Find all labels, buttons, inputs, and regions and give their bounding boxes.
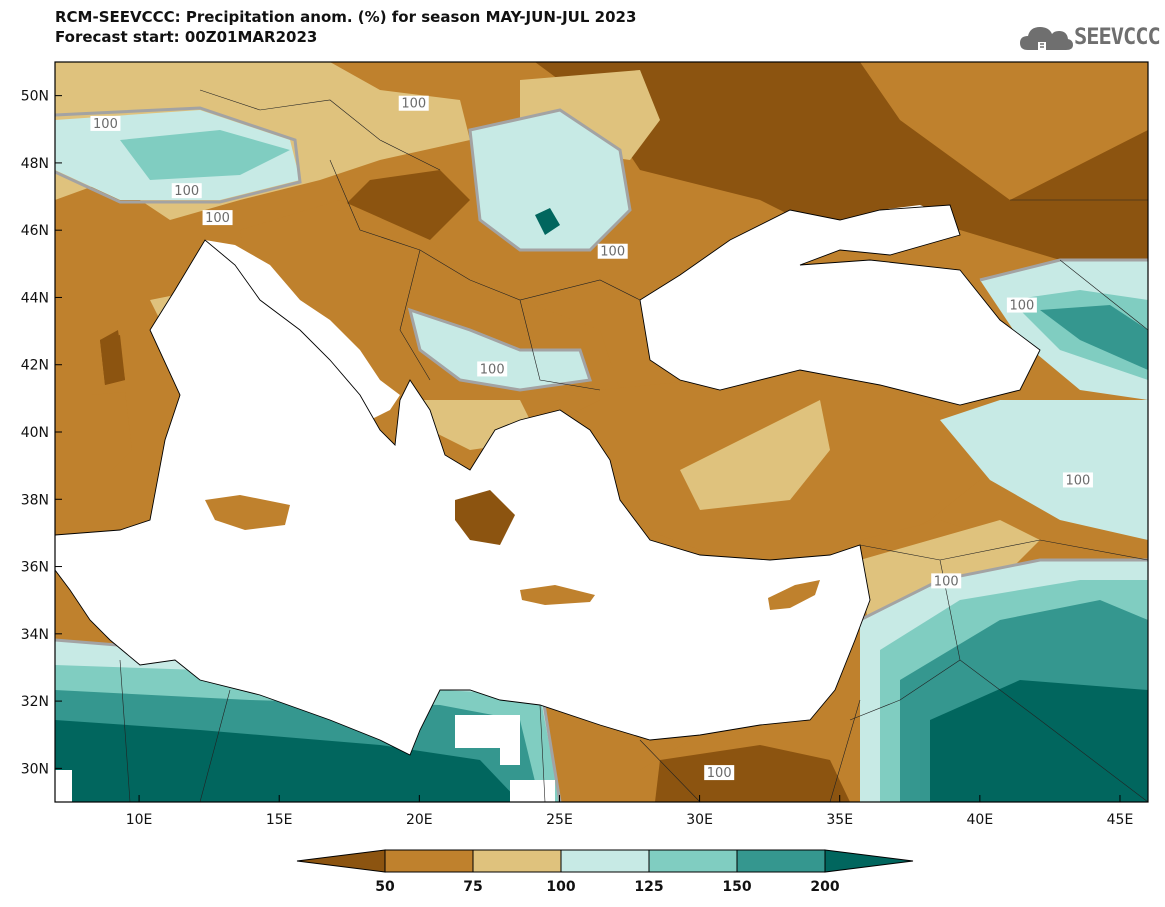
field-high-east <box>940 400 1148 540</box>
island-corsica <box>100 335 125 385</box>
contour-label-bg <box>477 361 508 377</box>
mediterranean-sea <box>55 62 870 755</box>
contour-label: 100 <box>174 184 199 199</box>
coastline-black-sea <box>639 204 1041 406</box>
lat-tick-label: 40N <box>21 425 49 441</box>
field-xxhigh-libya <box>55 720 520 802</box>
contour-label: 100 <box>93 117 118 132</box>
lon-tick-label: 15E <box>266 812 293 828</box>
cloud-logo-icon <box>1020 27 1073 50</box>
contour-100-carpathian <box>468 108 632 252</box>
axis-ticks: 10E 15E 20E 25E 30E 35E 40E 45E 30N 32N 34N 36N 38N 4… <box>21 89 1134 828</box>
contour-100-alps <box>55 106 302 204</box>
field-xhigh-caucasus <box>1040 305 1148 370</box>
adriatic-sea <box>205 240 400 420</box>
lat-tick-label: 36N <box>21 560 49 576</box>
contour-100-levant <box>859 558 1148 622</box>
contour-label: 100 <box>205 211 230 226</box>
colorbar-extend-low <box>296 849 386 873</box>
island-cyprus <box>768 580 820 610</box>
masked-cell-egypt <box>510 780 555 802</box>
colorbar-label: 200 <box>810 879 839 895</box>
contour-label: 100 <box>934 574 959 589</box>
colorbar-label: 100 <box>546 879 575 895</box>
sea-of-azov <box>840 205 945 250</box>
field-vhigh-alps <box>120 130 290 180</box>
colorbar-bin <box>472 849 562 873</box>
lon-tick-label: 30E <box>686 812 713 828</box>
masked-cell-libya <box>455 715 520 765</box>
colorbar-extend-high <box>824 849 914 873</box>
contour-label-bg <box>90 115 121 131</box>
lat-tick-label: 44N <box>21 290 49 306</box>
contour-label-bg <box>931 573 962 589</box>
contour-label-bg <box>171 183 202 199</box>
lon-tick-label: 10E <box>126 812 153 828</box>
contour-label: 100 <box>1009 299 1034 314</box>
contour-label: 100 <box>401 97 426 112</box>
field-xxhigh-carpathian <box>535 208 560 235</box>
contour-label-bg <box>704 765 735 781</box>
colorbar-label: 75 <box>463 879 482 895</box>
peloponnese <box>455 490 515 545</box>
colorbar-label: 150 <box>722 879 751 895</box>
coastline-med <box>55 239 871 756</box>
logo-text: SEEVCCC <box>1074 25 1161 50</box>
contour-label: 100 <box>600 245 625 260</box>
map-fields <box>55 62 1148 802</box>
island-sardinia <box>92 392 132 470</box>
colorbar-bin <box>384 849 474 873</box>
lat-tick-label: 42N <box>21 358 49 374</box>
contour-label-bg <box>202 210 233 226</box>
island-crete <box>520 585 595 605</box>
island-sicily <box>205 495 290 530</box>
lat-tick-label: 48N <box>21 156 49 172</box>
lat-tick-label: 50N <box>21 89 49 105</box>
colorbar: 50 75 100 125 150 200 <box>296 849 914 895</box>
lat-tick-label: 34N <box>21 627 49 643</box>
colorbar-bin <box>736 849 826 873</box>
forecast-start: Forecast start: 00Z01MAR2023 <box>55 28 318 46</box>
contour-labels: 100 100 100 100 100 100 100 100 100 100 <box>90 95 1093 781</box>
field-xxhigh-levant <box>930 680 1148 802</box>
lon-tick-label: 20E <box>406 812 433 828</box>
contour-label: 100 <box>707 766 732 781</box>
contour-label: 100 <box>1066 473 1091 488</box>
field-high-carpathian <box>470 110 630 250</box>
contour-100-serbia <box>407 307 592 392</box>
contour-label-bg <box>398 95 429 111</box>
field-high-serbia <box>410 310 590 390</box>
contour-label-bg <box>1006 297 1037 313</box>
contour-label: 100 <box>480 362 505 377</box>
field-mid-anatolia <box>680 400 830 510</box>
colorbar-label: 125 <box>634 879 663 895</box>
field-vlow-egypt <box>655 745 850 802</box>
lon-tick-label: 40E <box>967 812 994 828</box>
masked-cell-west <box>55 770 72 802</box>
map-title: RCM-SEEVCCC: Precipitation anom. (%) for… <box>55 8 637 26</box>
colorbar-bin <box>648 849 738 873</box>
country-borders <box>119 89 1148 802</box>
lon-tick-label: 25E <box>546 812 573 828</box>
seevccc-logo: SEEVCCC <box>1018 20 1161 60</box>
colorbar-label: 50 <box>375 879 395 895</box>
black-sea <box>640 205 1040 405</box>
contour-label-bg <box>597 243 628 259</box>
lon-tick-label: 45E <box>1107 812 1134 828</box>
lat-tick-label: 38N <box>21 492 49 508</box>
lat-tick-label: 46N <box>21 223 49 239</box>
colorbar-bin <box>560 849 650 873</box>
lon-tick-label: 35E <box>826 812 853 828</box>
lat-tick-label: 32N <box>21 694 49 710</box>
contour-label-bg <box>1062 472 1093 488</box>
field-vlow-north <box>535 62 1148 300</box>
lat-tick-label: 30N <box>21 761 49 777</box>
